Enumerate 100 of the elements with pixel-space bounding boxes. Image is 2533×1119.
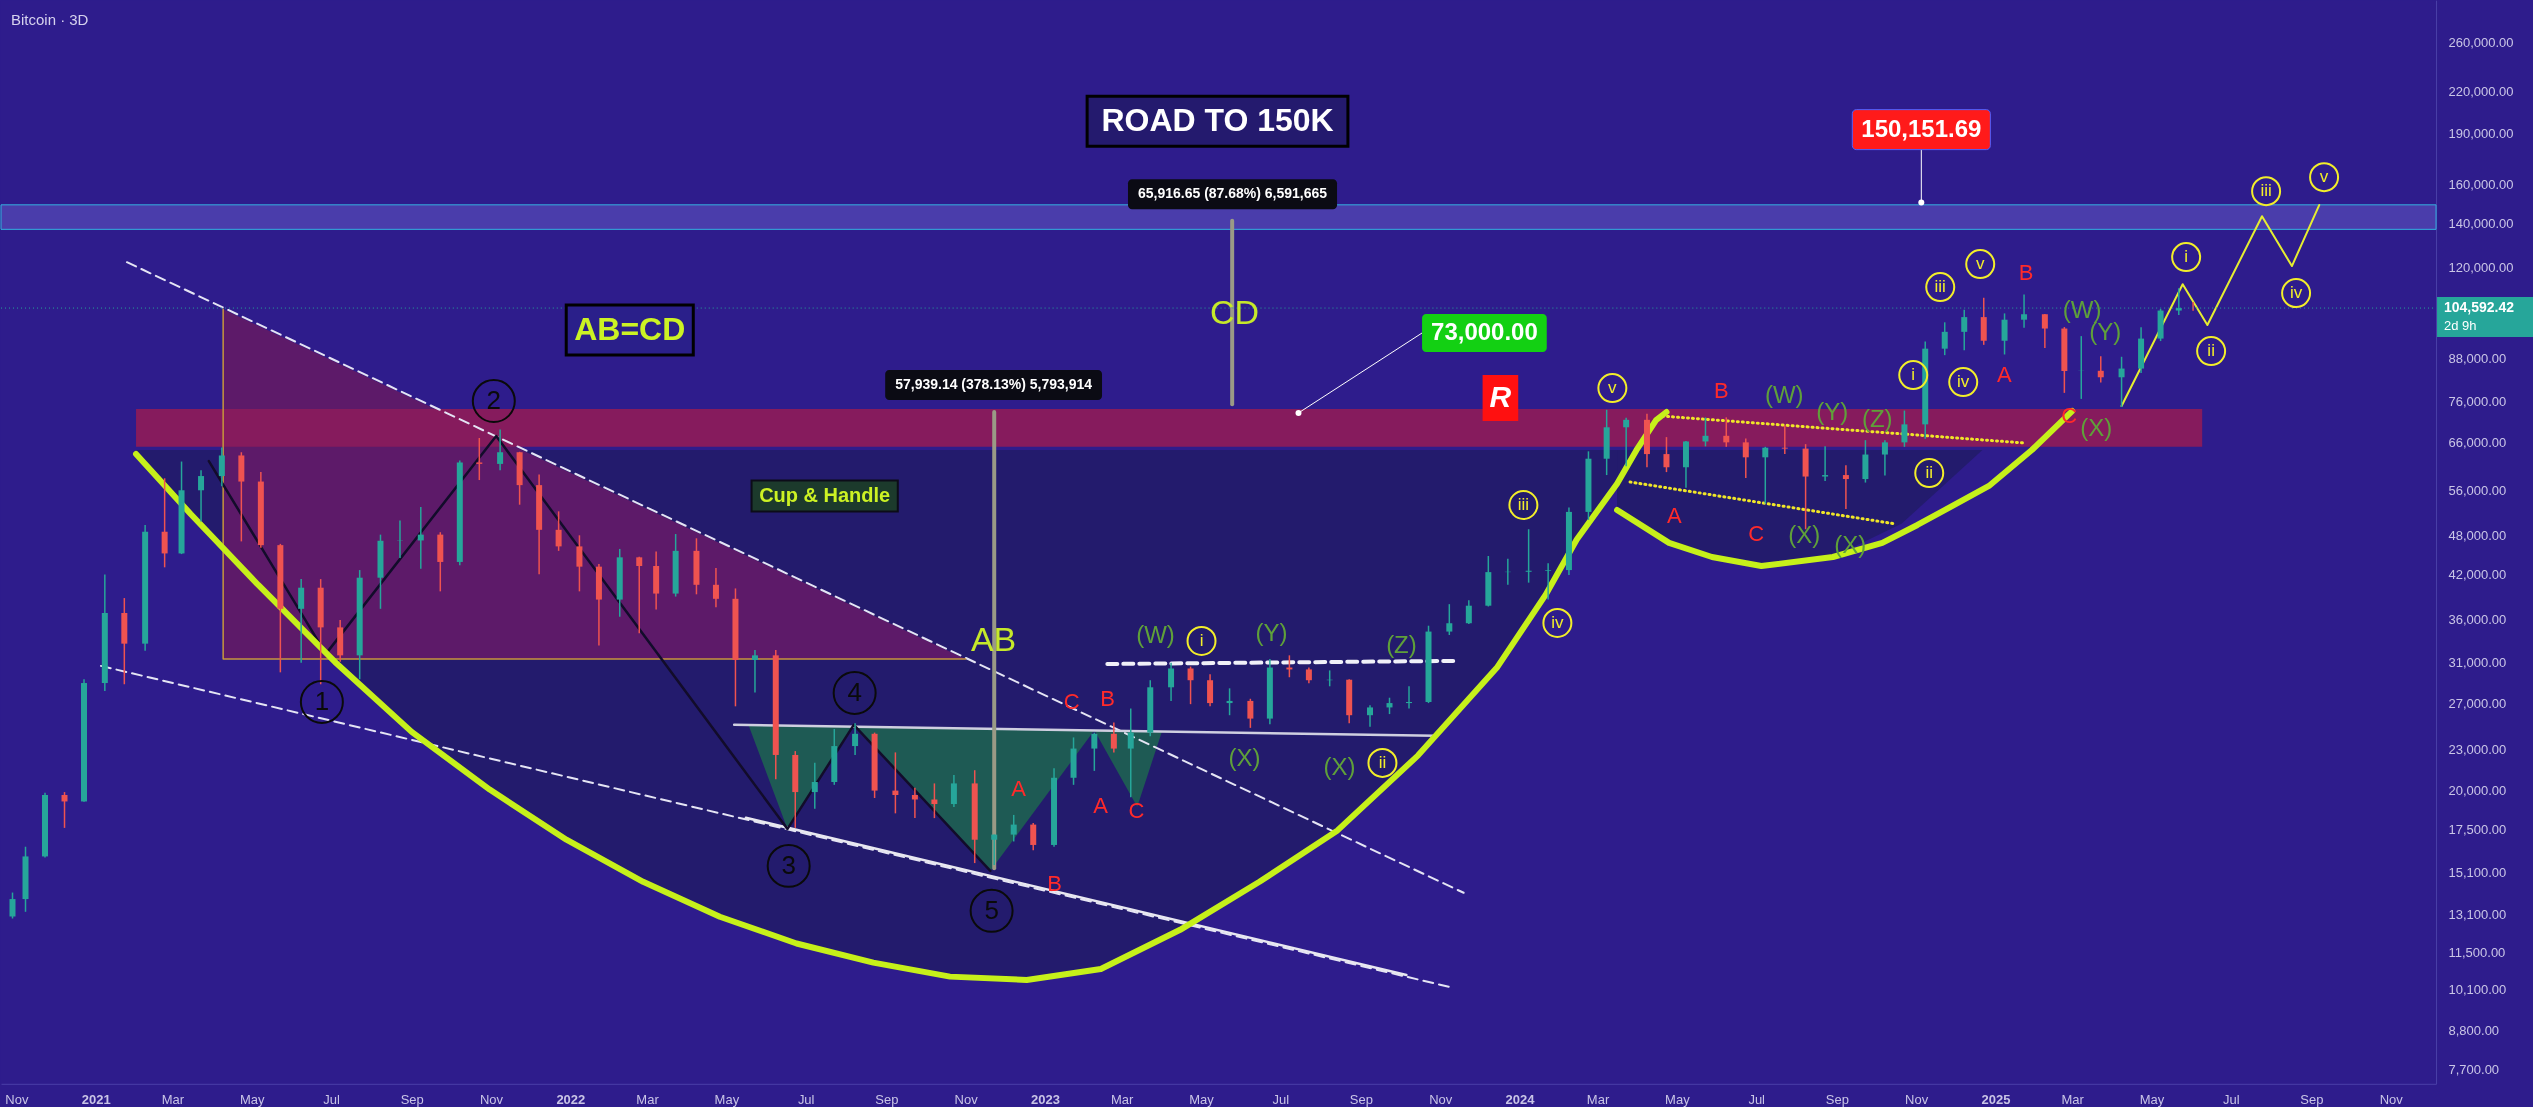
text: Bitcoin · 3D — [11, 11, 89, 29]
y-tick-label: 36,000.00 — [2448, 611, 2507, 627]
x-tick-label: Jul — [1748, 1092, 1766, 1108]
candlestick — [1226, 687, 1233, 716]
y-tick-label: 31,000.00 — [2448, 655, 2507, 671]
candlestick — [576, 534, 583, 593]
annotation: (Y) — [1255, 618, 1288, 646]
y-tick-label: 7,700.00 — [2448, 1061, 2500, 1077]
x-tick-label: Sep — [1825, 1092, 1849, 1108]
x-tick-label: 2022 — [556, 1092, 586, 1108]
annotation: 4 — [847, 676, 862, 707]
x-tick-label: May — [239, 1092, 266, 1108]
annotation: v — [2319, 167, 2329, 187]
candlestick — [298, 578, 305, 664]
candlestick — [1941, 321, 1948, 356]
y-tick-label: 120,000.00 — [2448, 260, 2514, 276]
annotation: B — [2018, 260, 2034, 286]
annotation: iii — [1934, 277, 1946, 297]
y-tick-label: 220,000.00 — [2448, 83, 2514, 99]
x-tick-label: Nov — [5, 1092, 29, 1108]
x-tick-label: 2024 — [1505, 1092, 1536, 1108]
candlestick — [1465, 599, 1472, 625]
annotation: 5 — [984, 894, 999, 925]
candlestick — [1781, 424, 1788, 455]
annotation: (W) — [1764, 381, 1804, 409]
x-tick-label: May — [2139, 1092, 2165, 1108]
annotation: 3 — [781, 849, 796, 880]
annotation: A — [1093, 792, 1109, 818]
annotation: 150,151.69 — [1861, 114, 1982, 142]
candlestick — [1980, 297, 1987, 346]
annotation: ROAD TO 150K — [1101, 102, 1334, 139]
y-tick-label: 13,100.00 — [2448, 906, 2507, 922]
annotation: (X) — [1323, 752, 1356, 780]
candlestick — [811, 762, 818, 810]
x-tick-label: May — [1189, 1092, 1215, 1108]
x-tick-label: Sep — [2300, 1092, 2324, 1108]
candlestick — [2118, 356, 2125, 408]
annotation: B — [1713, 378, 1729, 404]
candlestick — [396, 519, 403, 559]
x-tick-label: 2021 — [81, 1092, 111, 1108]
annotation: 73,000.00 — [1431, 317, 1538, 345]
annotation: C — [1128, 797, 1145, 823]
y-tick-label: 260,000.00 — [2448, 34, 2514, 50]
candlestick — [218, 446, 225, 487]
y-tick-label: 23,000.00 — [2448, 742, 2507, 758]
candlestick — [2041, 313, 2048, 349]
candlestick — [852, 722, 859, 756]
candlestick — [1961, 308, 1968, 352]
candlestick — [1207, 673, 1214, 708]
annotation: 2 — [486, 385, 502, 416]
annotation: (X) — [1228, 743, 1261, 771]
x-tick-label: Mar — [1586, 1092, 1610, 1108]
candlestick — [1446, 603, 1453, 636]
x-tick-label: Sep — [400, 1092, 424, 1108]
x-tick-label: Jul — [2222, 1092, 2240, 1108]
candlestick — [497, 428, 504, 471]
y-tick-label: 20,000.00 — [2448, 783, 2507, 799]
x-tick-label: Nov — [1905, 1092, 1929, 1108]
y-tick-label: 17,500.00 — [2448, 822, 2507, 838]
annotation: A — [1667, 503, 1682, 529]
y-tick-label: 27,000.00 — [2448, 695, 2507, 711]
annotation: iv — [2289, 283, 2303, 303]
candlestick — [751, 649, 758, 694]
x-tick-label: Mar — [1110, 1092, 1134, 1108]
annotation: ii — [2207, 341, 2215, 361]
y-tick-label: 88,000.00 — [2448, 350, 2507, 366]
annotation: i — [1911, 365, 1916, 385]
annotation: (X) — [1788, 521, 1821, 548]
annotation: iv — [1551, 612, 1565, 632]
candlestick — [1127, 707, 1134, 798]
x-tick-label: 2025 — [1981, 1092, 2011, 1108]
candlestick — [1010, 814, 1017, 843]
annotation: C — [1063, 688, 1080, 714]
candlestick — [1187, 665, 1194, 705]
x-tick-label: Nov — [1429, 1092, 1453, 1108]
candlestick — [1723, 416, 1730, 448]
annotation: C — [1748, 521, 1765, 546]
annotation: (Z) — [1861, 405, 1893, 433]
candlestick — [931, 782, 938, 819]
ref-line-label: 104,592.42 — [2444, 299, 2515, 316]
annotation: A — [1011, 775, 1027, 801]
annotation: i — [2184, 247, 2189, 267]
candlestick — [161, 477, 168, 569]
candlestick — [1030, 822, 1037, 852]
x-tick-label: Nov — [954, 1092, 979, 1108]
y-tick-label: 11,500.00 — [2448, 944, 2506, 960]
x-tick-label: Mar — [161, 1092, 185, 1108]
text: 2d 9h — [2444, 318, 2477, 334]
annotation: v — [1608, 378, 1618, 398]
candlestick — [61, 791, 68, 829]
annotation: iv — [1957, 372, 1970, 392]
candlestick — [892, 751, 899, 815]
candlestick — [636, 555, 643, 635]
annotation: Cup & Handle — [759, 484, 891, 507]
x-tick-label: Jul — [1272, 1092, 1290, 1108]
y-tick-label: 190,000.00 — [2448, 126, 2514, 142]
candlestick — [1525, 528, 1532, 584]
y-tick-label: 10,100.00 — [2448, 982, 2507, 998]
x-tick-label: Sep — [875, 1092, 899, 1108]
x-tick-label: Jul — [323, 1092, 340, 1108]
